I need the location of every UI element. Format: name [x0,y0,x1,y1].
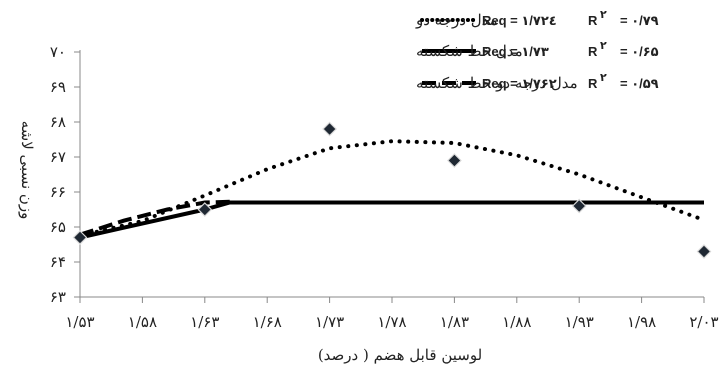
x-tick-label: ۱/۹۳ [565,313,594,331]
x-tick-label: ۱/۵۸ [128,313,157,331]
legend-series-name: مدل درجه دو [415,11,498,29]
y-tick-label: ۶۸ [50,113,66,131]
x-tick-label: ۱/۵۳ [65,313,94,331]
y-tick-label: ۶۴ [50,253,66,271]
legend-r2-label: R [588,76,598,91]
x-tick-label: ۲/۰۳ [689,313,718,331]
y-tick-label: ۶۶ [50,183,66,201]
legend-r2-value: = ۰/۷۹ [620,13,659,28]
series-layer [78,139,706,240]
x-tick-label: ۱/۸۳ [440,313,469,331]
x-tick-label: ۱/۶۳ [190,313,219,331]
legend-series-name: مدل خط شکسته [416,42,523,60]
y-tick-label: ۶۳ [50,288,66,306]
legend-r2-superscript: ۲ [600,40,607,52]
y-tick-label: ۶۷ [50,148,66,166]
data-point-marker [197,202,213,217]
x-axis-title: لوسین قابل هضم ( درصد) [318,346,482,364]
legend-series-name: مدل درجه دو-خط شکسته [416,74,578,92]
x-tick-label: ۱/۹۸ [627,313,656,331]
x-tick-label: ۱/۷۸ [377,313,406,331]
y-tick-label: ۷۰ [50,43,66,61]
series-line-dashed [79,199,230,237]
legend-equation: Req = ۱/۷۲٤ [482,13,557,28]
data-point-marker [696,244,712,259]
legend-equation: Req = ۱/۷۶۲ [482,76,557,91]
x-tick-label: ۱/۷۳ [315,313,344,331]
data-points [72,121,712,259]
x-tick-label: ۱/۸۸ [502,313,531,331]
legend-r2-value: = ۰/۵۹ [620,76,659,91]
legend-r2-superscript: ۲ [600,9,607,21]
y-axis-title: وزن نسبی لاشه [18,121,36,220]
y-tick-label: ۶۹ [50,78,66,96]
data-point-marker [571,198,587,214]
data-point-marker [72,230,88,245]
series-line-solid [79,200,704,240]
legend-equation: Req = ۱/۷۳ [482,44,549,59]
legend-r2-label: R [588,44,598,59]
axes: ۶۳ ۶۴ ۶۵ ۶۶ ۶۷ ۶۸ ۶۹ ۷۰ ۱/۵۳ ۱/۵۸ ۱/۶۳ ۱/۶۸ ۱/۷۳ ۱/۷۸… [50,43,719,331]
series-line-dotted [78,139,706,238]
data-point-marker [447,153,462,168]
legend-r2-label: R [588,13,598,28]
data-point-marker [322,121,337,137]
x-tick-label: ۱/۶۸ [253,313,282,331]
legend-r2-value: = ۰/۶۵ [620,44,659,59]
legend-r2-superscript: ۲ [600,72,607,84]
y-tick-label: ۶۵ [50,218,66,236]
